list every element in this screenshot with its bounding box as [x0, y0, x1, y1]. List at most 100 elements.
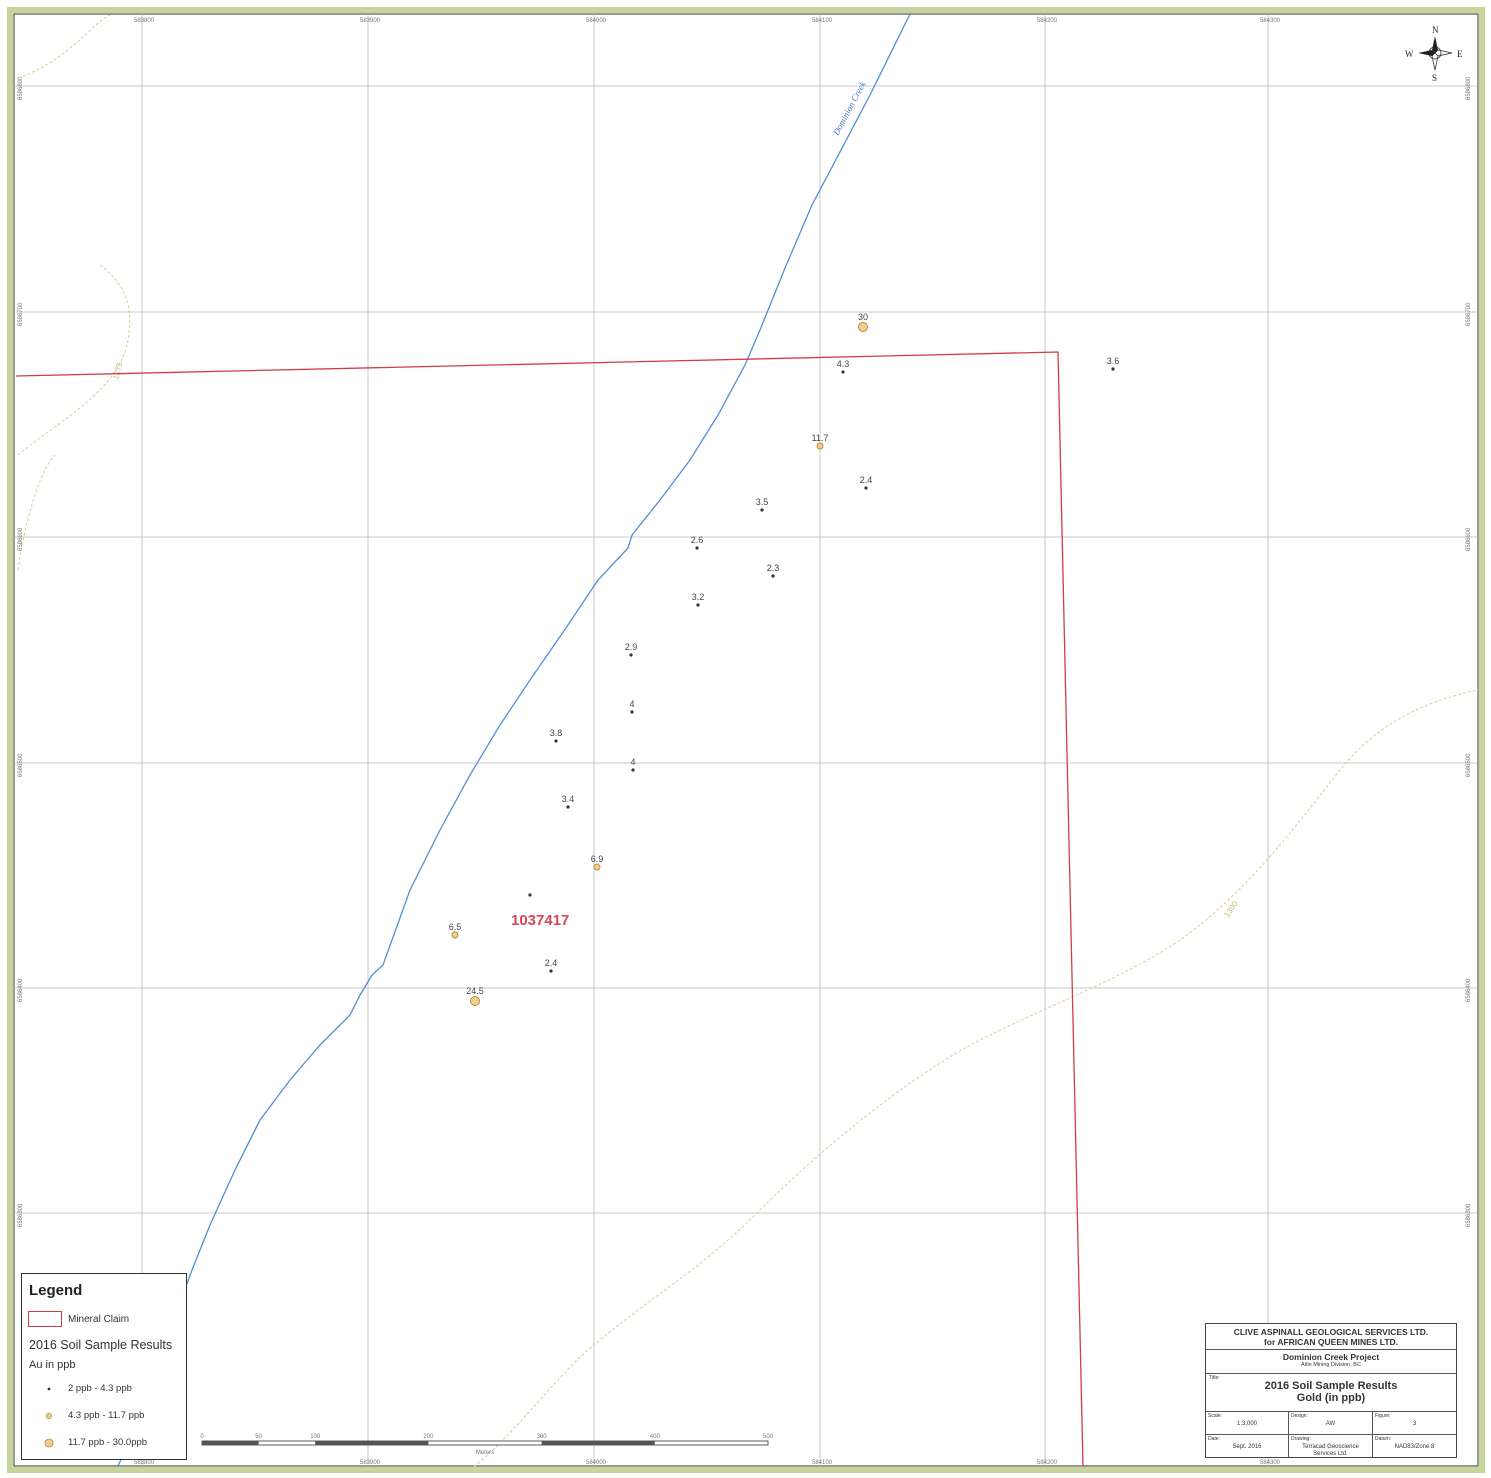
- design-field: Design: AW: [1289, 1412, 1373, 1435]
- drawing-field: Drawing: Terracad Geoscience Services Ltd…: [1289, 1435, 1373, 1458]
- easting-label: 583900: [360, 18, 381, 24]
- sample-marker: [1111, 367, 1115, 371]
- sample-marker: [631, 768, 635, 772]
- legend-item-mid: 4.3 ppb - 11.7 ppb: [22, 1408, 188, 1424]
- sample-value-label: 2.6: [691, 535, 704, 545]
- sample-marker: [696, 603, 700, 607]
- easting-label: 584000: [586, 18, 607, 24]
- north-arrow-icon: N S E W: [1405, 25, 1463, 83]
- large-circle-icon: [44, 1438, 54, 1448]
- scale-bar-segment: [202, 1441, 259, 1445]
- legend-item-label: 11.7 ppb - 30.0ppb: [68, 1437, 148, 1448]
- title-block: CLIVE ASPINALL GEOLOGICAL SERVICES LTD. …: [1205, 1323, 1457, 1458]
- mineral-claim-boundary: [15, 351, 1084, 1467]
- soil-sample: 24.5: [466, 986, 484, 1006]
- sample-marker: [554, 739, 558, 743]
- compass-east-label: E: [1457, 49, 1463, 59]
- sample-value-label: 6.9: [591, 854, 604, 864]
- soil-sample: 3.2: [692, 592, 705, 607]
- soil-sample: 2.9: [625, 642, 638, 657]
- legend-item-label: 2 ppb - 4.3 ppb: [68, 1383, 132, 1394]
- soil-samples: 30 4.3 3.6 11.7 2.4 3.5 2.6 2.3 3.2 2.9 4 3.8 4 3.4 6.…: [449, 312, 1120, 1006]
- soil-sample: 2.3: [767, 563, 780, 578]
- sample-marker: [451, 931, 459, 939]
- legend-unit: Au in ppb: [29, 1359, 76, 1371]
- date-caption: Date:: [1208, 1436, 1220, 1442]
- legend-title: Legend: [29, 1282, 83, 1299]
- northing-label: 6586600: [1466, 527, 1472, 551]
- small-circle-icon: [46, 1413, 52, 1419]
- contour-lines: [17, 14, 1479, 1471]
- easting-label: 584300: [1260, 1460, 1281, 1466]
- sample-value-label: 3.5: [756, 497, 769, 507]
- sample-marker: [864, 486, 868, 490]
- sample-value-label: 4: [629, 699, 634, 709]
- sample-value-label: 3.8: [550, 728, 563, 738]
- easting-label: 584300: [1260, 18, 1281, 24]
- scale-tick-label: 0: [200, 1434, 204, 1440]
- figure-caption: Figure:: [1375, 1413, 1391, 1419]
- figure-value: 3: [1412, 1421, 1417, 1427]
- sample-marker: [630, 710, 634, 714]
- datum-value: NAD83/Zone 8: [1394, 1444, 1435, 1450]
- contour-line: [17, 454, 56, 571]
- sample-marker: [470, 996, 480, 1006]
- sample-value-label: 11.7: [812, 433, 829, 443]
- contour-line: [17, 264, 131, 456]
- soil-sample: 3.5: [756, 497, 769, 512]
- sample-marker: [816, 442, 824, 450]
- soil-sample: 11.7: [812, 433, 829, 450]
- sample-value-label: 3.2: [692, 592, 705, 602]
- soil-sample: 3.6: [1107, 356, 1120, 371]
- info-row-2: Date: Sept. 2016 Drawing: Terracad Geosc…: [1206, 1435, 1456, 1458]
- sample-marker: [528, 893, 532, 897]
- sample-marker: [566, 805, 570, 809]
- map-frame: [7, 7, 1485, 1473]
- compass-north-label: N: [1432, 25, 1439, 35]
- datum-field: Datum: NAD83/Zone 8: [1373, 1435, 1456, 1458]
- northing-label: 6586300: [18, 1203, 24, 1227]
- project-name: Dominion Creek Project: [1282, 1352, 1380, 1362]
- scale-units-label: Meters: [476, 1450, 494, 1456]
- soil-sample: 4: [630, 757, 636, 772]
- title-caption: Title:: [1209, 1375, 1220, 1381]
- scale-tick-label: 300: [537, 1434, 548, 1440]
- sample-marker: [629, 653, 633, 657]
- contour-line: [469, 689, 1479, 1471]
- map-neatline: [13, 13, 1479, 1467]
- drawing-caption: Drawing:: [1291, 1436, 1311, 1442]
- legend-item-high: 11.7 ppb - 30.0ppb: [22, 1435, 188, 1451]
- scale-tick-label: 400: [650, 1434, 661, 1440]
- sample-value-label: 2.4: [545, 958, 558, 968]
- soil-sample: 3.8: [550, 728, 563, 743]
- soil-sample: 30: [858, 312, 868, 332]
- figure-field: Figure: 3: [1373, 1412, 1456, 1435]
- claim-number-label: 1037417: [511, 912, 569, 929]
- design-value: AW: [1325, 1421, 1336, 1427]
- legend-item-low: 2 ppb - 4.3 ppb: [22, 1381, 188, 1397]
- soil-sample: 6.5: [449, 922, 461, 939]
- sample-marker: [760, 508, 764, 512]
- northing-label: 6586500: [1466, 753, 1472, 777]
- map-title-line: 2016 Soil Sample Results: [1264, 1380, 1398, 1392]
- easting-label: 583800: [134, 1460, 155, 1466]
- sample-value-label: 2.9: [625, 642, 638, 652]
- sample-value-label: 3.6: [1107, 356, 1120, 366]
- soil-sample: 4: [629, 699, 635, 714]
- map-legend: Legend Mineral Claim 2016 Soil Sample Re…: [21, 1273, 187, 1460]
- scale-bar-segment: [541, 1441, 655, 1445]
- scale-bar-segment: [315, 1441, 429, 1445]
- sample-value-label: 4.3: [837, 359, 850, 369]
- compass-west-label: W: [1405, 49, 1414, 59]
- drawing-line: Terracad Geoscience: [1302, 1444, 1359, 1450]
- sample-value-label: 2.3: [767, 563, 780, 573]
- soil-sample: 4.3: [837, 359, 850, 374]
- easting-label: 584100: [812, 18, 833, 24]
- northing-label: 6586500: [18, 753, 24, 777]
- soil-sample: [528, 893, 532, 897]
- map-subtitle-line: Gold (in ppb): [1296, 1392, 1366, 1404]
- scale-tick-label: 500: [763, 1434, 774, 1440]
- easting-label: 584000: [586, 1460, 607, 1466]
- sample-marker: [841, 370, 845, 374]
